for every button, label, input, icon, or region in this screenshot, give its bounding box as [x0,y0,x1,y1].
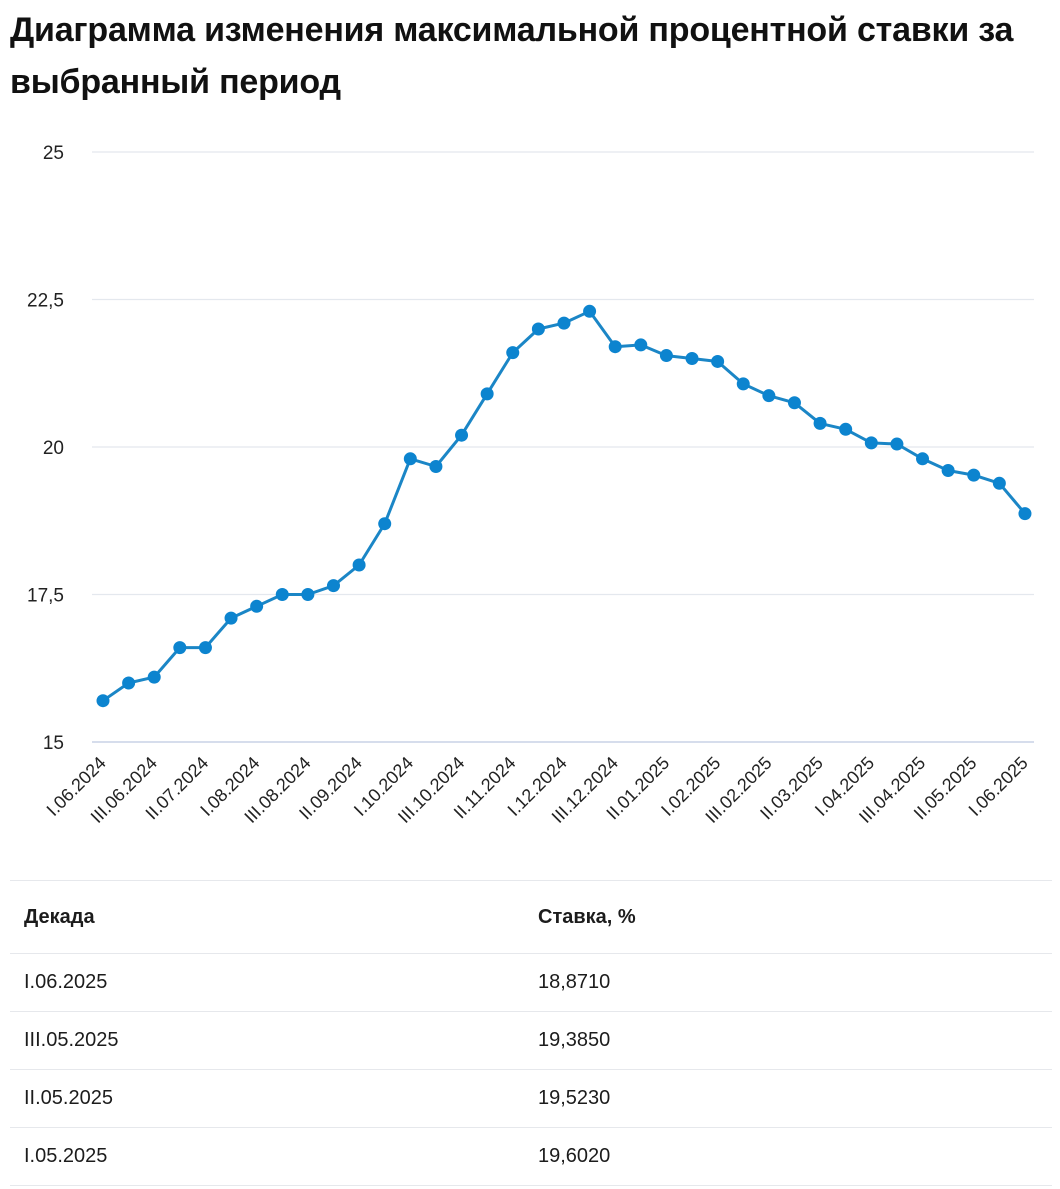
table-row: II.05.2025 19,5230 [10,1069,1052,1128]
column-header-rate: Ставка, % [524,880,1052,954]
data-point [455,428,469,442]
data-point [403,452,417,466]
rate-cell: 18,8710 [524,953,1052,1012]
data-point [583,304,597,318]
data-point [378,517,392,531]
data-point [96,694,110,708]
y-tick-label: 22,5 [27,291,64,312]
data-point [736,377,750,391]
data-point [275,588,289,601]
data-point [250,599,264,613]
data-point [634,338,648,352]
data-point [941,463,955,477]
data-point [557,316,571,330]
data-point [967,468,981,482]
table-row: III.05.2025 19,3850 [10,1011,1052,1070]
data-point [173,641,187,655]
data-point [480,387,494,401]
y-tick-label: 20 [43,438,64,459]
data-point [916,452,930,466]
data-point [198,641,212,655]
data-point [429,459,443,473]
table-row: I.06.2025 18,8710 [10,953,1052,1012]
column-header-decade: Декада [10,880,524,954]
decade-cell: I.06.2025 [10,953,524,1012]
data-point [787,396,801,410]
data-point [301,588,315,601]
page-title: Диаграмма изменения максимальной процент… [10,11,1014,101]
data-point [813,416,827,430]
decade-cell: I.05.2025 [10,1127,524,1186]
line-chart-svg: 1517,52022,525I.06.2024III.06.2024II.07.… [27,143,1034,827]
data-point [122,676,136,690]
rates-table: Декада Ставка, % I.06.2025 18,8710 III.0… [10,880,1052,1186]
data-point [839,422,853,436]
y-tick-label: 15 [43,733,64,754]
data-point [864,436,878,450]
rate-cell: 19,3850 [524,1011,1052,1070]
data-point [531,322,545,336]
data-point [326,579,340,593]
data-point [992,476,1006,490]
y-tick-label: 17,5 [27,586,64,607]
y-tick-label: 25 [43,143,64,164]
decade-cell: II.05.2025 [10,1069,524,1128]
data-point [224,611,238,625]
data-point [711,354,725,368]
data-point [352,558,366,572]
data-point [1018,507,1032,521]
data-point [685,352,699,365]
rate-chart: 15 17,5 20 22,5 25 I.06.2024 III.06.2024 II.07.… [0,110,1060,870]
data-point [890,437,904,451]
data-point [762,389,776,403]
series-line [101,309,1027,703]
rate-cell: 19,6020 [524,1127,1052,1186]
table-row: I.05.2025 19,6020 [10,1127,1052,1186]
decade-cell: III.05.2025 [10,1011,524,1070]
data-point [659,349,673,363]
data-point [608,340,622,354]
data-point [147,670,161,684]
data-point [506,346,520,360]
table-header-row: Декада Ставка, % [10,880,1052,954]
rate-cell: 19,5230 [524,1069,1052,1128]
